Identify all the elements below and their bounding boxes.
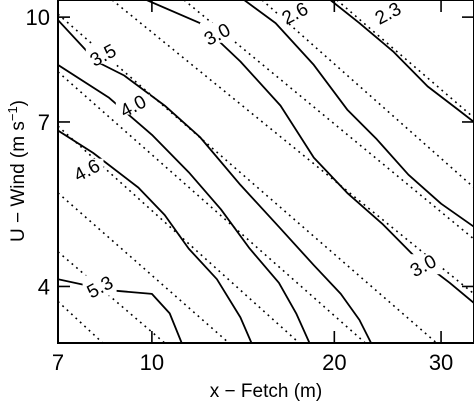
contour-label-bg-5 <box>115 94 150 115</box>
y-axis-label: U − Wind (m s−1) <box>5 100 29 242</box>
axis-ticks: 7 10 20 30 4 7 10 <box>26 0 474 375</box>
contour-label-bg-6 <box>69 158 104 179</box>
dotted-line-1 <box>336 0 474 119</box>
y-tick-label-7: 7 <box>38 110 50 135</box>
y-axis-label-sup: −1 <box>5 106 20 121</box>
contour-line-2-3 <box>329 0 474 123</box>
x-tick-label-7: 7 <box>52 350 64 375</box>
y-axis-label-suffix: ) <box>8 100 29 106</box>
contour-label-bg-3 <box>199 22 234 43</box>
x-tick-label-30: 30 <box>429 350 453 375</box>
x-tick-label-20: 20 <box>322 350 346 375</box>
y-axis-label-prefix: U − Wind (m s <box>8 121 29 242</box>
contour-label-bg-2 <box>277 1 312 22</box>
plot-frame <box>57 0 474 344</box>
dotted-line-9 <box>58 251 166 343</box>
dotted-line-4 <box>111 0 474 295</box>
dotted-line-8 <box>58 192 230 343</box>
contour-line-3-5 <box>58 19 372 343</box>
y-tick-label-4: 4 <box>38 274 50 299</box>
dotted-line-10 <box>58 300 104 343</box>
contour-labels-layer: 2.32.63.03.54.04.65.33.0 <box>69 0 440 303</box>
x-tick-label-10: 10 <box>140 350 164 375</box>
contour-label-bg-1 <box>370 1 405 22</box>
dotted-line-3 <box>183 0 474 240</box>
dotted-line-2 <box>261 0 474 189</box>
contour-label-bg-4 <box>85 43 120 64</box>
contour-line-5-3 <box>58 278 183 343</box>
contour-label-bg-8 <box>405 254 440 275</box>
contour-label-bg-7 <box>82 275 117 296</box>
contour-line-4-6 <box>58 129 253 343</box>
dotted-line-6 <box>58 71 366 343</box>
contour-line-2-6 <box>243 0 474 228</box>
solid-contours-layer <box>58 0 474 343</box>
y-tick-label-10: 10 <box>26 5 50 30</box>
x-axis-label: x − Fetch (m) <box>210 381 322 402</box>
